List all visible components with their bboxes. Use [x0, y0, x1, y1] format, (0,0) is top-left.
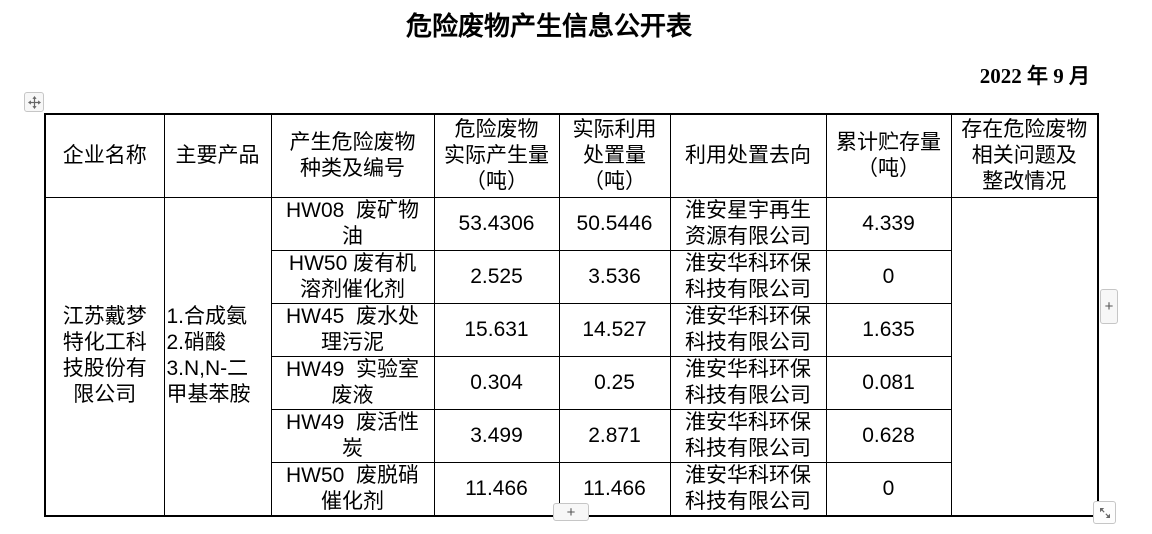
cell-stored-amount[interactable]: 0 — [825, 249, 952, 304]
cell-disposed-amount[interactable]: 14.527 — [558, 302, 671, 357]
resize-icon — [1099, 507, 1110, 518]
cell-waste-type[interactable]: HW08 废矿物油 — [270, 196, 435, 251]
cell-destination[interactable]: 淮安华科环保科技有限公司 — [669, 461, 827, 516]
cell-generated-amount[interactable]: 2.525 — [433, 249, 560, 304]
cell-stored-amount[interactable]: 0.628 — [825, 408, 952, 463]
col-header-issues[interactable]: 存在危险废物 相关问题及 整改情况 — [950, 113, 1099, 198]
cell-destination[interactable]: 淮安星宇再生资源有限公司 — [669, 196, 827, 251]
table-row: HW49 废活性炭 3.499 2.871 淮安华科环保科技有限公司 0.628 — [45, 408, 1098, 463]
col-header-company[interactable]: 企业名称 — [44, 113, 165, 198]
cell-destination[interactable]: 淮安华科环保科技有限公司 — [669, 408, 827, 463]
add-row-button[interactable]: + — [553, 503, 589, 521]
cell-waste-type[interactable]: HW50 废有机溶剂催化剂 — [270, 249, 435, 304]
table-resize-handle[interactable] — [1093, 501, 1116, 524]
cell-stored-amount[interactable]: 4.339 — [825, 196, 952, 251]
cell-destination[interactable]: 淮安华科环保科技有限公司 — [669, 302, 827, 357]
cell-disposed-amount[interactable]: 2.871 — [558, 408, 671, 463]
cell-generated-amount[interactable]: 11.466 — [433, 461, 560, 516]
cell-waste-type[interactable]: HW45 废水处理污泥 — [270, 302, 435, 357]
report-date: 2022 年 9 月 — [979, 64, 1090, 88]
cell-stored-amount[interactable]: 0.081 — [825, 355, 952, 410]
table-row: 江苏戴梦特化工科技股份有限公司 1.合成氨 2.硝酸 3.N,N-二甲基苯胺 H… — [44, 196, 1099, 516]
cell-destination[interactable]: 淮安华科环保科技有限公司 — [669, 249, 827, 304]
move-icon — [27, 95, 41, 109]
table-row: HW50 废有机溶剂催化剂 2.525 3.536 淮安华科环保科技有限公司 0 — [45, 249, 1098, 304]
page-title: 危险废物产生信息公开表 — [405, 11, 692, 41]
cell-stored-amount[interactable]: 1.635 — [825, 302, 952, 357]
add-column-button[interactable]: + — [1100, 289, 1118, 324]
table-header-row: 企业名称 主要产品 产生危险废物 种类及编号 危险废物 实际产生量 （吨） 实际… — [44, 113, 1099, 198]
cell-stored-amount[interactable]: 0 — [825, 461, 952, 516]
cell-disposed-amount[interactable]: 50.5446 — [558, 196, 671, 251]
cell-generated-amount[interactable]: 0.304 — [433, 355, 560, 410]
col-header-waste-type[interactable]: 产生危险废物 种类及编号 — [270, 113, 435, 198]
col-header-disposed[interactable]: 实际利用 处置量 （吨） — [558, 113, 671, 198]
cell-disposed-amount[interactable]: 3.536 — [558, 249, 671, 304]
cell-disposed-amount[interactable]: 0.25 — [558, 355, 671, 410]
cell-company-name[interactable]: 江苏戴梦特化工科技股份有限公司 — [44, 196, 165, 516]
cell-waste-type[interactable]: HW49 实验室废液 — [270, 355, 435, 410]
col-header-products[interactable]: 主要产品 — [163, 113, 272, 198]
cell-destination[interactable]: 淮安华科环保科技有限公司 — [669, 355, 827, 410]
table-row: HW49 实验室废液 0.304 0.25 淮安华科环保科技有限公司 0.081 — [45, 355, 1098, 410]
cell-generated-amount[interactable]: 15.631 — [433, 302, 560, 357]
cell-generated-amount[interactable]: 3.499 — [433, 408, 560, 463]
table-row: HW45 废水处理污泥 15.631 14.527 淮安华科环保科技有限公司 1… — [45, 302, 1098, 357]
table-row: HW50 废脱硝催化剂 11.466 11.466 淮安华科环保科技有限公司 0 — [45, 461, 1098, 516]
cell-waste-type[interactable]: HW50 废脱硝催化剂 — [270, 461, 435, 516]
col-header-stored[interactable]: 累计贮存量 （吨） — [825, 113, 952, 198]
cell-main-products[interactable]: 1.合成氨 2.硝酸 3.N,N-二甲基苯胺 — [163, 196, 272, 516]
col-header-destination[interactable]: 利用处置去向 — [669, 113, 827, 198]
hazardous-waste-table: 企业名称 主要产品 产生危险废物 种类及编号 危险废物 实际产生量 （吨） 实际… — [44, 113, 1099, 517]
cell-waste-type[interactable]: HW49 废活性炭 — [270, 408, 435, 463]
table-move-handle[interactable] — [24, 92, 44, 112]
cell-issues[interactable] — [950, 196, 1099, 516]
col-header-generated[interactable]: 危险废物 实际产生量 （吨） — [433, 113, 560, 198]
cell-generated-amount[interactable]: 53.4306 — [433, 196, 560, 251]
